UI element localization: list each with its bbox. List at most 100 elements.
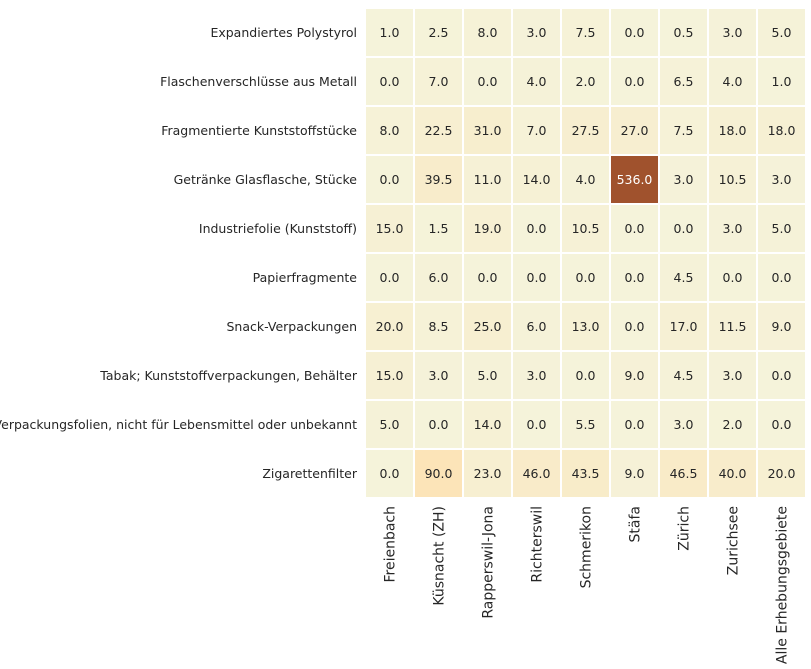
heatmap-cell-value: 4.0 [527, 74, 547, 89]
heatmap-cell-value: 6.0 [527, 319, 547, 334]
column-label-alle-erhebungsgebiete: Alle Erhebungsgebiete [775, 506, 791, 664]
heatmap-cell [462, 350, 513, 401]
heatmap-cell [364, 301, 415, 352]
heatmap-cell [560, 350, 611, 401]
heatmap-cell-value: 4.5 [674, 368, 694, 383]
heatmap-cell-value: 11.5 [719, 319, 747, 334]
heatmap-cell-value: 0.0 [478, 270, 498, 285]
heatmap-cell [658, 301, 709, 352]
heatmap-cell-value: 0.0 [625, 417, 645, 432]
column-label-stafa: Stäfa [628, 506, 644, 542]
heatmap-cell [658, 56, 709, 107]
heatmap-cell-value: 0.5 [674, 25, 694, 40]
heatmap-cell-value: 7.0 [527, 123, 547, 138]
heatmap-cell [756, 154, 807, 205]
heatmap-cell [462, 105, 513, 156]
row-label-papierfragmente: Papierfragmente [253, 270, 358, 285]
heatmap-cell-value: 0.0 [380, 466, 400, 481]
heatmap-cell-value: 3.0 [674, 172, 694, 187]
heatmap-cell [511, 350, 562, 401]
heatmap-cell-value: 1.0 [380, 25, 400, 40]
heatmap-cell [707, 7, 758, 58]
heatmap-cell [658, 399, 709, 450]
heatmap-cell-value: 3.0 [723, 25, 743, 40]
heatmap-cell-value: 0.0 [380, 270, 400, 285]
heatmap-cell [609, 399, 660, 450]
column-label-rapperswil-jona: Rapperswil-Jona [481, 506, 497, 619]
heatmap-cell-value: 0.0 [380, 172, 400, 187]
heatmap-cell-value: 8.5 [429, 319, 449, 334]
row-label-verpackungsfolien-nicht-fur-lebensmittel-oder-unbekannt: Verpackungsfolien, nicht für Lebensmitte… [0, 417, 357, 432]
heatmap-cell-value: 17.0 [670, 319, 698, 334]
heatmap-cell-value: 5.0 [772, 221, 792, 236]
row-tick-labels: Expandiertes Polystyrol Flaschenverschlüs… [0, 25, 358, 481]
heatmap-cell [560, 105, 611, 156]
heatmap-cell-value: 7.0 [429, 74, 449, 89]
heatmap-cell [413, 154, 464, 205]
row-label-flaschenverschlusse-aus-metall: Flaschenverschlüsse aus Metall [160, 74, 357, 89]
heatmap-cell-value: 31.0 [474, 123, 502, 138]
heatmap-cell-value: 9.0 [625, 466, 645, 481]
column-label-richterswil: Richterswil [530, 506, 546, 583]
heatmap-cell-value: 20.0 [376, 319, 404, 334]
heatmap-cell-value: 0.0 [380, 74, 400, 89]
row-label-getranke-glasflasche-stucke: Getränke Glasflasche, Stücke [174, 172, 358, 187]
heatmap-cell [364, 203, 415, 254]
heatmap-cell-value: 3.0 [772, 172, 792, 187]
heatmap-cell-value: 14.0 [523, 172, 551, 187]
heatmap-cell [364, 105, 415, 156]
heatmap-cell [756, 350, 807, 401]
heatmap-cell-value: 10.5 [572, 221, 600, 236]
heatmap-cell [609, 448, 660, 499]
heatmap-cell [560, 56, 611, 107]
row-label-zigarettenfilter: Zigarettenfilter [262, 466, 358, 481]
heatmap-cell-value: 15.0 [376, 221, 404, 236]
heatmap-cell-value: 27.5 [572, 123, 600, 138]
heatmap-cell [364, 448, 415, 499]
heatmap-cell [364, 56, 415, 107]
heatmap-cell-value: 15.0 [376, 368, 404, 383]
heatmap-cell-value: 0.0 [527, 270, 547, 285]
heatmap-cell-value: 0.0 [625, 270, 645, 285]
heatmap-cell-value: 3.0 [527, 25, 547, 40]
heatmap-cell [560, 252, 611, 303]
heatmap-cell [756, 105, 807, 156]
heatmap-cell-value: 40.0 [719, 466, 747, 481]
heatmap-cell-value: 13.0 [572, 319, 600, 334]
heatmap-cell-value: 0.0 [772, 270, 792, 285]
heatmap-cell-value: 4.5 [674, 270, 694, 285]
heatmap-cell-value: 0.0 [429, 417, 449, 432]
heatmap-cell-value: 2.5 [429, 25, 449, 40]
heatmap-cell-value: 0.0 [527, 417, 547, 432]
heatmap-cell-value: 0.0 [478, 74, 498, 89]
heatmap-cell-value: 1.5 [429, 221, 449, 236]
heatmap-cell [609, 7, 660, 58]
heatmap-cells [364, 7, 807, 499]
heatmap-cell [707, 448, 758, 499]
heatmap-cell [707, 56, 758, 107]
heatmap-cell-value: 46.0 [523, 466, 551, 481]
heatmap-cell-value: 5.5 [576, 417, 596, 432]
heatmap-cell-value: 2.0 [576, 74, 596, 89]
heatmap-cell-value: 7.5 [674, 123, 694, 138]
heatmap-cell-value: 19.0 [474, 221, 502, 236]
heatmap-cell-value: 3.0 [527, 368, 547, 383]
column-label-schmerikon: Schmerikon [579, 506, 595, 588]
heatmap-cell-value: 0.0 [772, 417, 792, 432]
heatmap-cell-value: 39.5 [425, 172, 453, 187]
heatmap-cell-value: 22.5 [425, 123, 453, 138]
heatmap-cell-value: 10.5 [719, 172, 747, 187]
heatmap-cell [413, 105, 464, 156]
column-label-zurichsee: Zurichsee [726, 506, 742, 575]
heatmap-cell-value: 18.0 [719, 123, 747, 138]
heatmap-cell-value: 0.0 [527, 221, 547, 236]
heatmap-cell-value: 18.0 [768, 123, 796, 138]
heatmap-cell [462, 252, 513, 303]
heatmap-cell-value: 2.0 [723, 417, 743, 432]
heatmap-cell-value: 20.0 [768, 466, 796, 481]
heatmap-cell-value: 3.0 [723, 368, 743, 383]
column-tick-labels: Freienbach Küsnacht (ZH) Rapperswil-Jona Ri… [383, 506, 791, 664]
heatmap-cell-value: 23.0 [474, 466, 502, 481]
heatmap-cell [756, 203, 807, 254]
heatmap-cell-value: 27.0 [621, 123, 649, 138]
